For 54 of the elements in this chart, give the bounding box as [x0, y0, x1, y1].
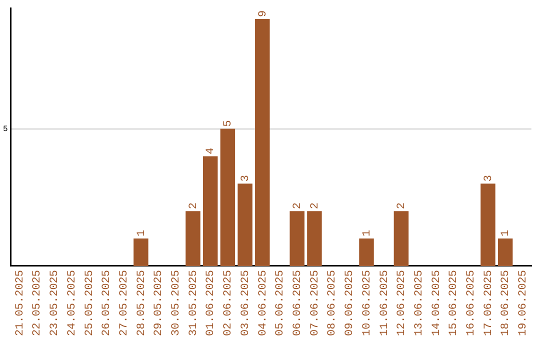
x-tick-label: 06.06.2025 — [292, 270, 304, 336]
bar — [186, 211, 200, 266]
bar — [359, 238, 374, 266]
x-tick-label: 24.05.2025 — [66, 270, 78, 336]
bar — [480, 184, 496, 266]
data-label: 2 — [309, 202, 322, 210]
bar — [238, 184, 252, 266]
x-tick-label: 11.06.2025 — [378, 270, 391, 336]
bar — [202, 156, 218, 266]
bar — [134, 238, 148, 266]
x-tick-label: 23.05.2025 — [49, 270, 62, 336]
x-tick-label: 27.05.2025 — [118, 270, 130, 336]
x-tick-label: 25.05.2025 — [84, 270, 96, 336]
x-tick-label: 08.06.2025 — [326, 270, 339, 336]
x-tick-label: 26.05.2025 — [101, 270, 114, 336]
bar — [255, 18, 270, 266]
bar — [290, 211, 304, 266]
bar — [307, 211, 322, 266]
x-tick-label: 30.05.2025 — [170, 270, 183, 336]
data-label: 2 — [396, 202, 408, 210]
x-tick-label: 02.06.2025 — [222, 270, 235, 336]
data-label: 1 — [136, 230, 148, 237]
x-tick-label: 10.06.2025 — [361, 270, 374, 336]
x-tick-label: 28.05.2025 — [136, 270, 148, 336]
x-tick-label: 19.06.2025 — [518, 270, 530, 336]
data-label: 3 — [240, 175, 252, 182]
data-label: 1 — [500, 230, 512, 237]
x-tick-label: 09.06.2025 — [344, 270, 356, 336]
x-tick-label: 07.06.2025 — [309, 270, 322, 336]
bar — [220, 128, 236, 266]
data-label: 1 — [361, 230, 374, 237]
data-label: 5 — [222, 120, 235, 127]
bar — [498, 238, 513, 266]
x-tick-label: 03.06.2025 — [240, 270, 252, 336]
data-label: 3 — [482, 175, 495, 182]
x-tick-label: 04.06.2025 — [257, 270, 270, 336]
x-tick-label: 21.05.2025 — [14, 270, 26, 336]
x-tick-label: 12.06.2025 — [396, 270, 408, 336]
x-tick-label: 13.06.2025 — [413, 270, 426, 336]
x-tick-label: 16.06.2025 — [466, 270, 478, 336]
data-label: 4 — [205, 147, 218, 154]
x-tick-label: 22.05.2025 — [32, 270, 44, 336]
x-tick-label: 18.06.2025 — [500, 270, 512, 336]
data-label: 2 — [188, 202, 200, 210]
x-tick-label: 31.05.2025 — [188, 270, 200, 336]
x-tick-label: 17.06.2025 — [482, 270, 495, 336]
x-tick-label: 01.06.2025 — [205, 270, 218, 336]
bar — [394, 211, 409, 266]
x-tick-label: 29.05.2025 — [153, 270, 166, 336]
x-tick-label: 05.06.2025 — [274, 270, 287, 336]
x-tick-label: 14.06.2025 — [430, 270, 443, 336]
data-label: 2 — [292, 202, 304, 210]
x-tick-label: 15.06.2025 — [448, 270, 460, 336]
data-label: 9 — [257, 10, 270, 17]
